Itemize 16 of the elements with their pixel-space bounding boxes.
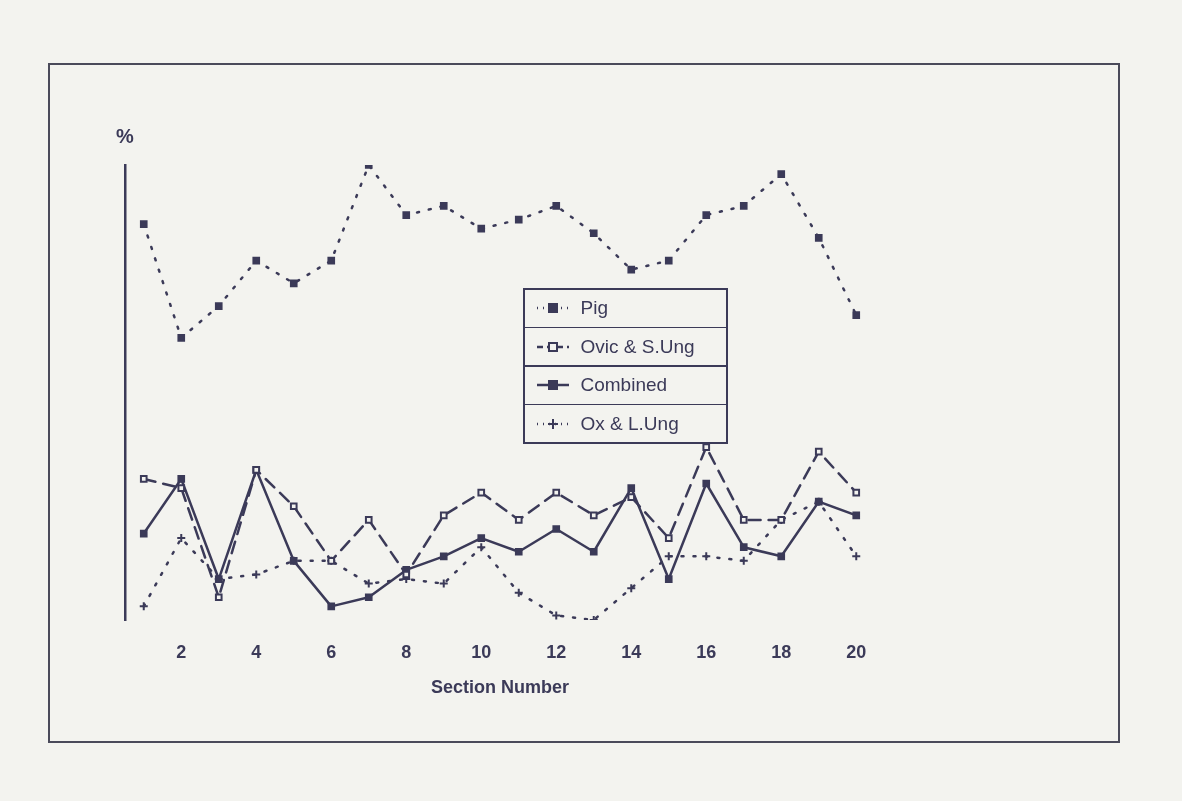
x-tick-label: 10	[471, 641, 492, 662]
x-tick-label: 14	[621, 641, 642, 662]
x-tick-label: 4	[251, 641, 262, 662]
legend-label: Pig	[580, 297, 608, 320]
legend-label: Ox & L.Ung	[580, 412, 679, 435]
legend-label: Ovic & S.Ung	[580, 335, 695, 358]
x-tick-label: 18	[771, 641, 792, 662]
y-axis-title: %	[116, 125, 135, 147]
x-axis-title: Section Number	[430, 677, 570, 698]
x-tick-label: 16	[696, 641, 717, 662]
x-tick-label: 6	[326, 641, 337, 662]
x-tick-label: 2	[176, 641, 187, 662]
x-tick-label: 8	[401, 641, 412, 662]
legend-label: Combined	[580, 374, 668, 397]
x-tick-label: 12	[546, 641, 567, 662]
x-tick-label: 20	[846, 641, 867, 662]
